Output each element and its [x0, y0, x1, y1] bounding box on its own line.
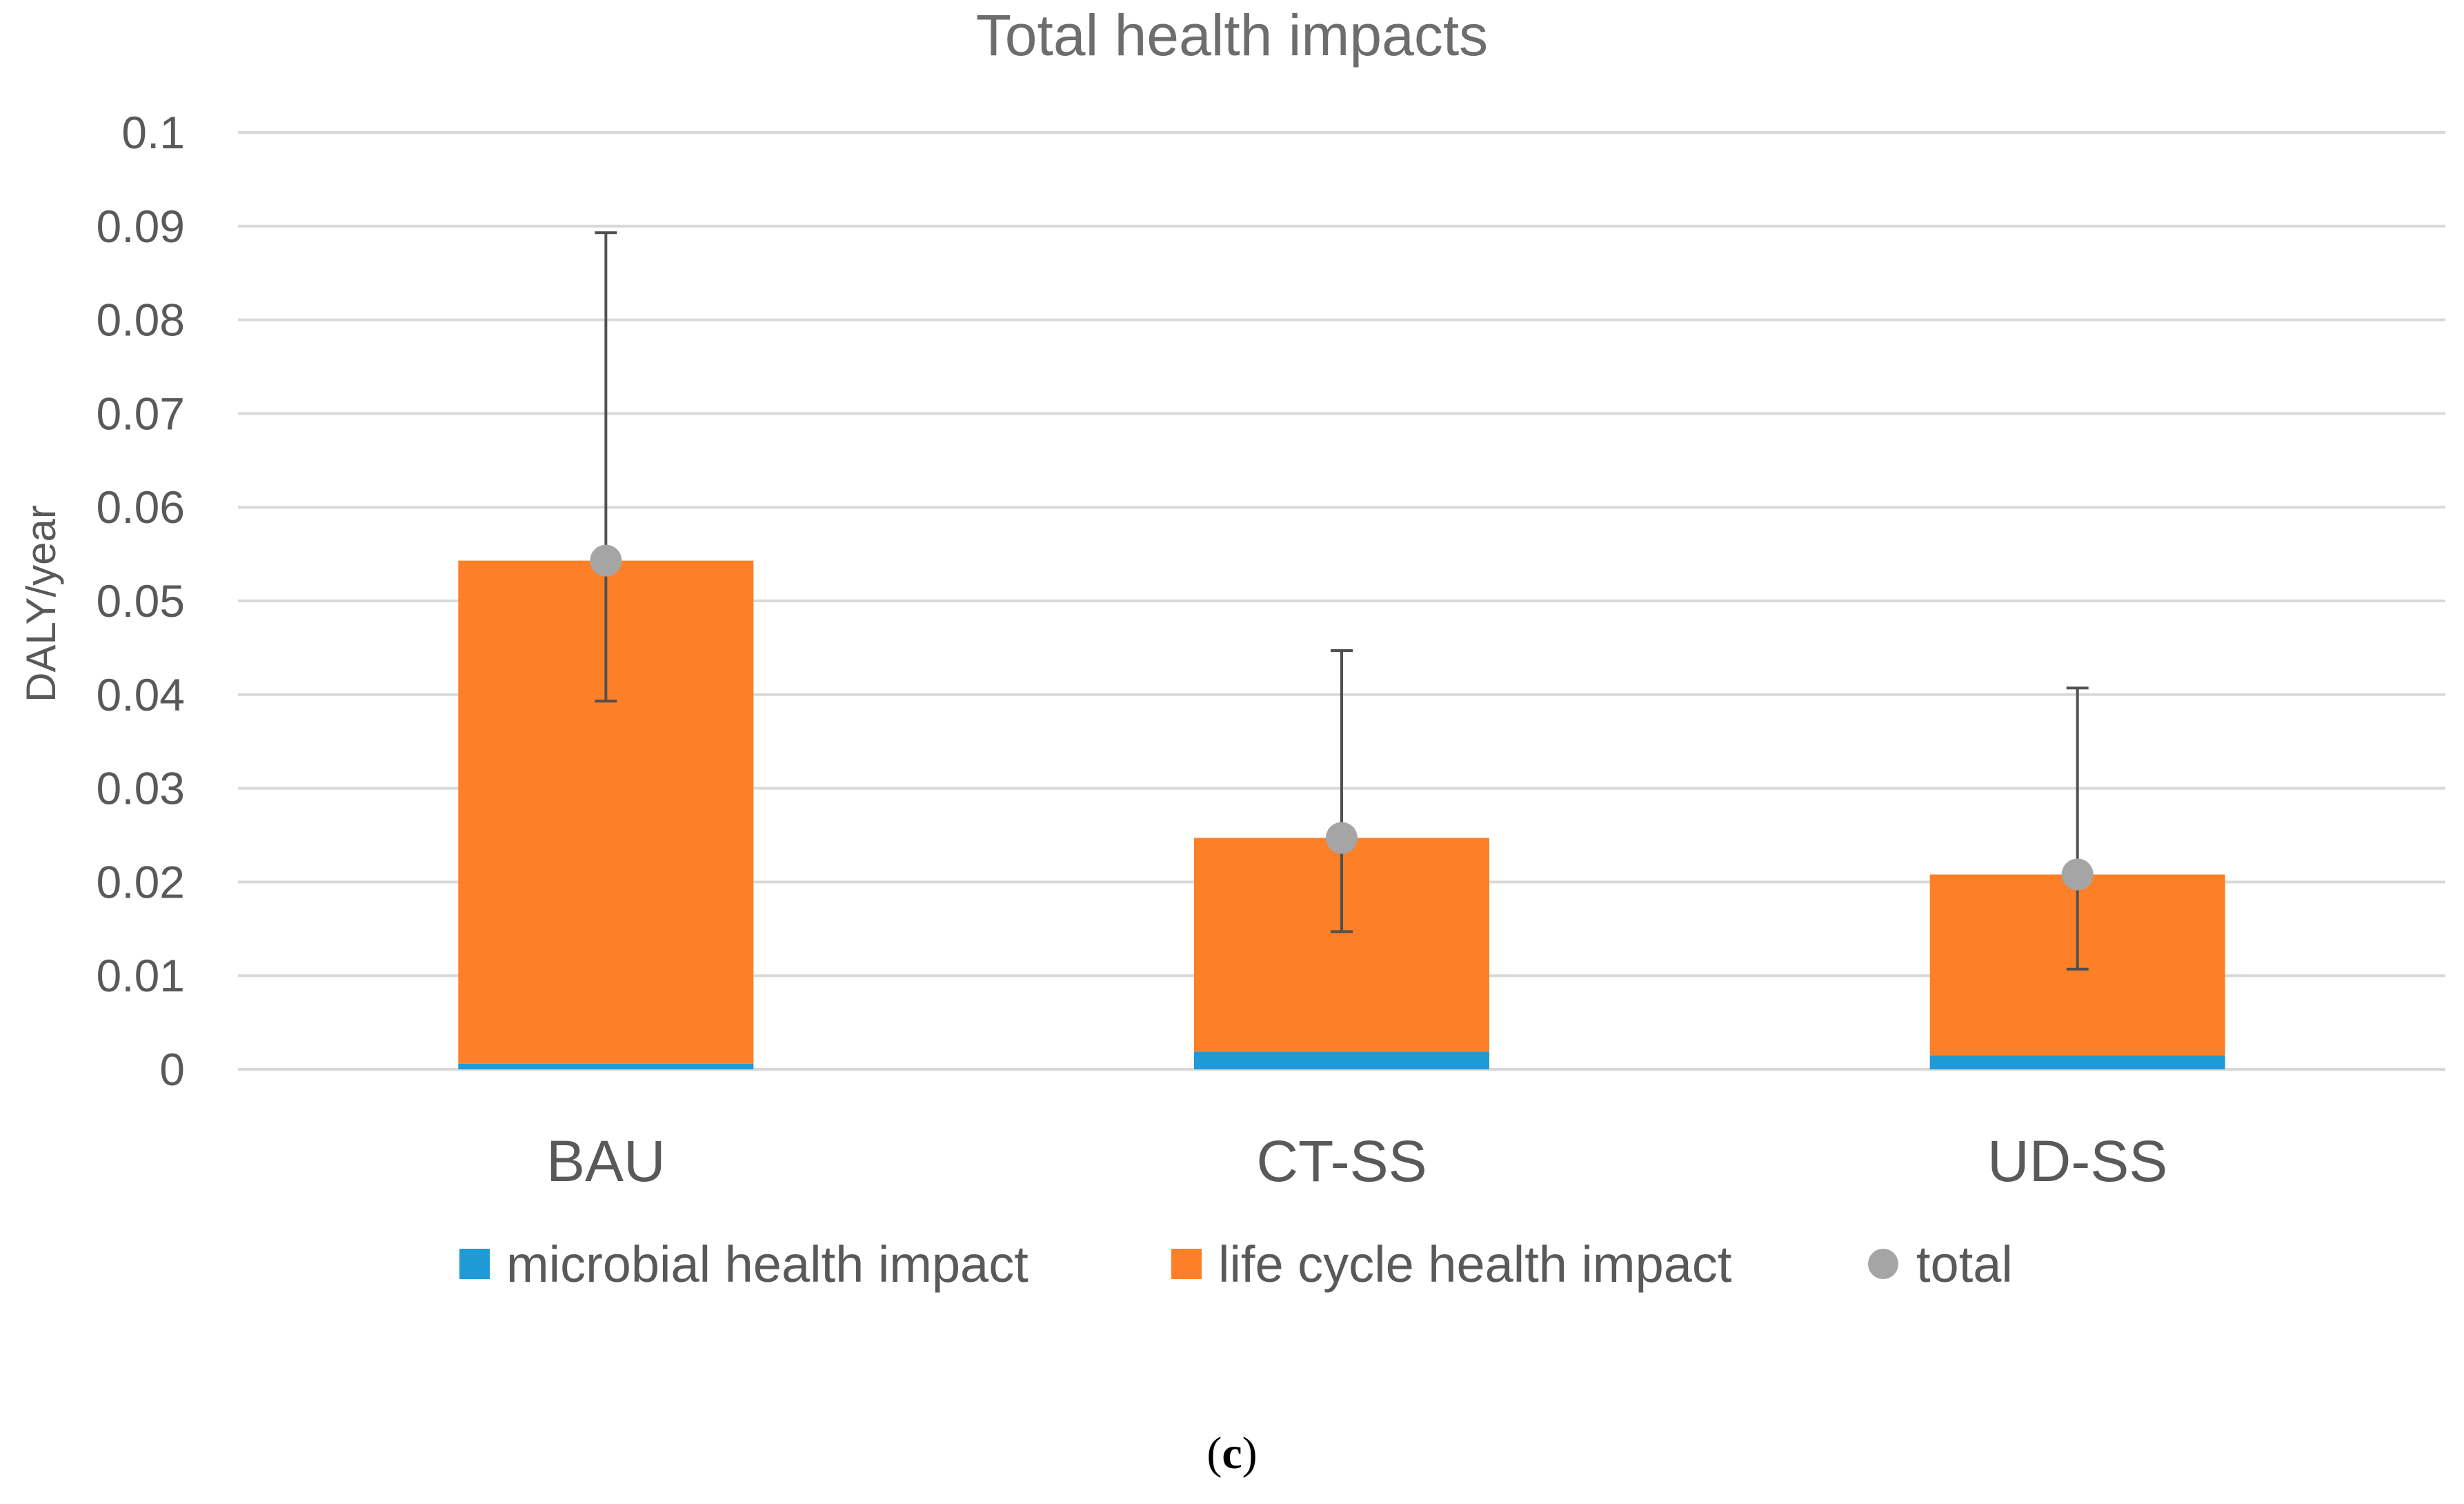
x-axis-ticks: BAU CT-SS UD-SS	[546, 1129, 2167, 1194]
y-tick-label: 0.09	[97, 201, 185, 252]
y-tick-label: 0.08	[97, 295, 185, 346]
legend-label-life-cycle: life cycle health impact	[1218, 1236, 1732, 1293]
total-point-ct-ss	[1326, 822, 1358, 854]
legend-label-total: total	[1916, 1236, 2013, 1293]
x-tick-label: UD-SS	[1987, 1129, 2167, 1194]
y-tick-label: 0.1	[121, 107, 185, 158]
caption-letter: c	[1222, 1428, 1242, 1478]
y-tick-label: 0.06	[97, 482, 185, 533]
y-tick-label: 0	[159, 1044, 185, 1095]
total-point-bau	[590, 544, 622, 577]
legend-label-microbial: microbial health impact	[506, 1236, 1029, 1293]
y-tick-label: 0.07	[97, 388, 185, 439]
x-tick-label: BAU	[546, 1129, 666, 1194]
figure-caption: (c)	[1206, 1428, 1257, 1478]
total-point-ud-ss	[2061, 858, 2094, 891]
error-bars	[595, 231, 2089, 971]
x-tick-label: CT-SS	[1256, 1129, 1427, 1194]
caption-close-paren: )	[1242, 1428, 1258, 1478]
y-axis-ticks: 0 0.01 0.02 0.03 0.04 0.05 0.06 0.07 0.08 0.09 0.1	[97, 107, 185, 1095]
legend-swatch-microbial	[459, 1249, 490, 1279]
y-tick-label: 0.03	[97, 763, 185, 814]
y-tick-label: 0.01	[97, 950, 185, 1001]
legend-swatch-total	[1868, 1249, 1898, 1279]
chart-title: Total health impacts	[976, 3, 1488, 68]
legend-swatch-life-cycle	[1171, 1249, 1202, 1279]
bar-bau-microbial	[458, 1063, 754, 1069]
y-tick-label: 0.04	[97, 669, 185, 720]
bar-ud-ss-microbial	[1929, 1055, 2225, 1069]
legend: microbial health impact life cycle healt…	[459, 1236, 2013, 1293]
y-axis-label: DALY/year	[18, 505, 64, 702]
caption-open-paren: (	[1206, 1428, 1222, 1478]
total-markers	[590, 544, 2094, 891]
bar-ct-ss-microbial	[1194, 1051, 1489, 1069]
y-tick-label: 0.05	[97, 575, 185, 626]
bars	[458, 560, 2225, 1069]
y-tick-label: 0.02	[97, 856, 185, 907]
